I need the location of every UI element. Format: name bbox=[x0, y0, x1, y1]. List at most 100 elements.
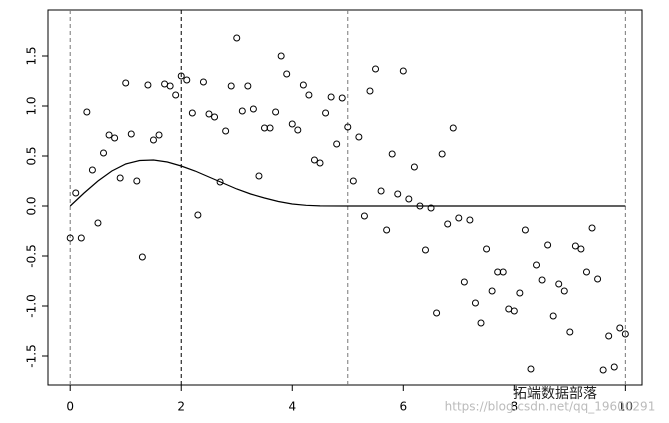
point bbox=[227, 82, 235, 90]
point bbox=[621, 330, 629, 338]
point bbox=[488, 287, 496, 295]
point bbox=[288, 120, 296, 128]
point bbox=[555, 280, 563, 288]
point bbox=[183, 76, 191, 84]
y-tick-label: 0.0 bbox=[25, 196, 39, 215]
point bbox=[244, 82, 252, 90]
point bbox=[521, 226, 529, 234]
point bbox=[66, 234, 74, 242]
y-tick-label: -1.5 bbox=[25, 344, 39, 367]
point bbox=[205, 110, 213, 118]
point bbox=[116, 174, 124, 182]
x-tick-label: 0 bbox=[66, 400, 74, 414]
point bbox=[544, 241, 552, 249]
point bbox=[83, 108, 91, 116]
point bbox=[560, 287, 568, 295]
point bbox=[594, 275, 602, 283]
x-tick-label: 2 bbox=[177, 400, 185, 414]
point bbox=[455, 214, 463, 222]
point bbox=[333, 140, 341, 148]
point bbox=[605, 332, 613, 340]
point bbox=[388, 150, 396, 158]
point bbox=[166, 82, 174, 90]
point bbox=[249, 105, 257, 113]
x-tick-label: 4 bbox=[288, 400, 296, 414]
point bbox=[360, 212, 368, 220]
point bbox=[216, 178, 224, 186]
point bbox=[272, 108, 280, 116]
point bbox=[127, 130, 135, 138]
watermark-url: https://blog.csdn.net/qq_19600291 bbox=[445, 400, 656, 414]
point bbox=[172, 91, 180, 99]
y-tick-label: 0.5 bbox=[25, 146, 39, 165]
plot-frame bbox=[47, 9, 643, 386]
point bbox=[316, 159, 324, 167]
point bbox=[266, 124, 274, 132]
point bbox=[283, 70, 291, 78]
point bbox=[310, 156, 318, 164]
point bbox=[72, 189, 80, 197]
y-tick-label: -1.0 bbox=[25, 294, 39, 317]
point bbox=[538, 276, 546, 284]
point bbox=[294, 126, 302, 134]
x-tick-label: 10 bbox=[618, 400, 633, 414]
point bbox=[394, 190, 402, 198]
y-tick-label: 1.5 bbox=[25, 46, 39, 65]
point bbox=[533, 261, 541, 269]
point bbox=[122, 79, 130, 87]
point bbox=[444, 220, 452, 228]
point bbox=[238, 107, 246, 115]
point bbox=[105, 131, 113, 139]
point bbox=[305, 91, 313, 99]
point bbox=[566, 328, 574, 336]
y-tick-label: 1.0 bbox=[25, 96, 39, 115]
point bbox=[549, 312, 557, 320]
point bbox=[449, 124, 457, 132]
point bbox=[322, 109, 330, 117]
point bbox=[433, 309, 441, 317]
point bbox=[616, 324, 624, 332]
point bbox=[499, 268, 507, 276]
point bbox=[88, 166, 96, 174]
point bbox=[577, 245, 585, 253]
point bbox=[194, 211, 202, 219]
point bbox=[527, 365, 535, 373]
point bbox=[355, 133, 363, 141]
point bbox=[149, 136, 157, 144]
point bbox=[255, 172, 263, 180]
point bbox=[377, 187, 385, 195]
point bbox=[188, 109, 196, 117]
point bbox=[338, 94, 346, 102]
curve bbox=[69, 159, 626, 207]
point bbox=[155, 131, 163, 139]
point bbox=[133, 177, 141, 185]
point bbox=[100, 149, 108, 157]
point bbox=[599, 366, 607, 374]
point bbox=[516, 289, 524, 297]
point bbox=[366, 87, 374, 95]
watermark-logo: 拓端数据部落 bbox=[513, 386, 597, 402]
point bbox=[222, 127, 230, 135]
point bbox=[349, 177, 357, 185]
point bbox=[138, 253, 146, 261]
point bbox=[460, 278, 468, 286]
point bbox=[510, 307, 518, 315]
x-tick-label: 8 bbox=[510, 400, 518, 414]
x-tick-label: 6 bbox=[399, 400, 407, 414]
point bbox=[471, 299, 479, 307]
point bbox=[77, 234, 85, 242]
point bbox=[571, 242, 579, 250]
point bbox=[383, 226, 391, 234]
point bbox=[582, 268, 590, 276]
point bbox=[233, 34, 241, 42]
point bbox=[199, 78, 207, 86]
point bbox=[277, 52, 285, 60]
point bbox=[144, 81, 152, 89]
point bbox=[299, 81, 307, 89]
point bbox=[477, 319, 485, 327]
point bbox=[410, 163, 418, 171]
point bbox=[94, 219, 102, 227]
point bbox=[399, 67, 407, 75]
point bbox=[111, 134, 119, 142]
point bbox=[211, 113, 219, 121]
